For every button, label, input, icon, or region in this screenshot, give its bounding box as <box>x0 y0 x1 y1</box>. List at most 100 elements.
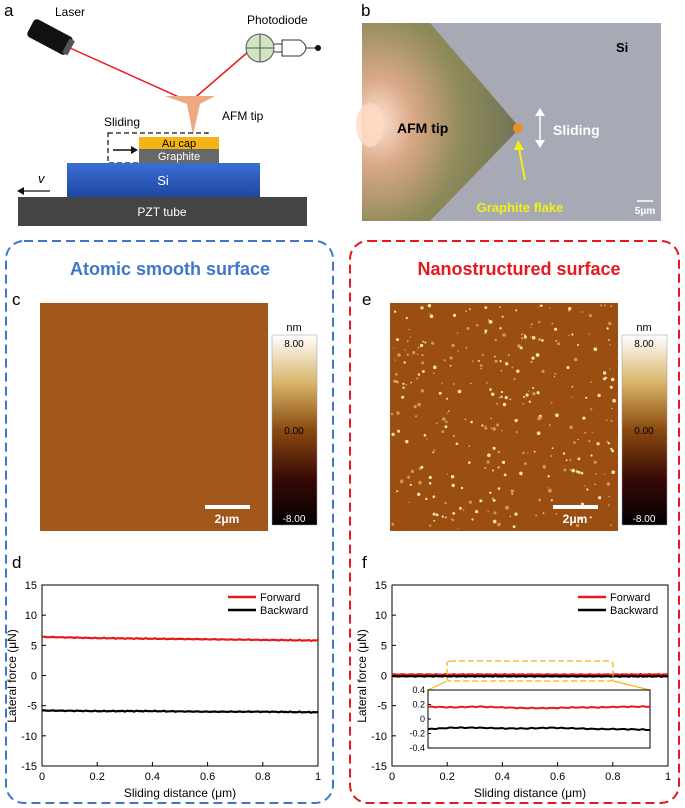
nano-dot <box>486 460 490 464</box>
y-tick-label: 10 <box>375 610 387 622</box>
nano-dot <box>444 501 447 505</box>
nano-dot <box>573 357 578 362</box>
left-group-title: Atomic smooth surface <box>70 259 270 279</box>
nano-dot <box>594 472 597 475</box>
nano-dot <box>513 378 516 380</box>
nano-dot <box>425 497 428 501</box>
nano-dot <box>603 304 606 307</box>
nano-dot <box>416 353 419 356</box>
si-substrate <box>67 163 260 197</box>
nano-dot <box>547 475 550 478</box>
series-line-forward <box>41 635 319 643</box>
nano-dot <box>538 306 540 308</box>
nano-dot <box>501 429 503 432</box>
nano-dot <box>522 451 525 455</box>
nano-dot <box>457 350 459 352</box>
nano-dot <box>538 338 542 341</box>
nano-dot <box>451 483 455 488</box>
nano-dot <box>441 515 444 518</box>
nano-dot <box>432 495 436 499</box>
nano-dot <box>488 320 493 324</box>
nano-dot <box>602 371 607 375</box>
nano-dot <box>520 337 524 340</box>
y-tick-label: 10 <box>25 610 37 622</box>
nano-dot <box>519 471 523 476</box>
nano-dot <box>490 417 492 420</box>
inset-y-tick-label: 0.2 <box>412 700 425 710</box>
nano-dot <box>580 502 585 506</box>
nano-dot <box>413 405 417 409</box>
nano-dot <box>420 343 424 348</box>
nano-dot <box>420 465 424 469</box>
nano-dot <box>549 424 551 426</box>
colorbar-tick-c-top: 8.00 <box>284 339 304 350</box>
nano-dot <box>397 353 401 357</box>
photodiode-label: Photodiode <box>247 13 308 27</box>
nano-dot <box>554 372 557 375</box>
nano-dot <box>421 353 424 357</box>
nano-dot <box>397 429 401 433</box>
nano-dot <box>607 338 611 342</box>
series-line-backward <box>41 709 319 714</box>
nano-dot <box>612 398 616 403</box>
nano-dot <box>409 483 412 486</box>
nano-dot <box>460 486 464 490</box>
nano-dot <box>435 513 439 517</box>
nano-dot <box>582 416 586 420</box>
nano-dot <box>498 397 500 399</box>
nano-dot <box>421 361 425 365</box>
nano-dot <box>497 487 501 490</box>
nano-dot <box>492 469 495 472</box>
nano-dot <box>553 376 556 378</box>
nano-dot <box>528 390 530 392</box>
nano-dot <box>542 512 545 514</box>
nano-dot <box>468 500 472 504</box>
nano-dot <box>571 468 575 473</box>
nano-dot <box>589 516 592 519</box>
nano-dot <box>477 359 480 362</box>
x-ticks-f: 0 0.2 0.4 0.6 0.8 1 <box>389 762 671 783</box>
au-cap-label: Au cap <box>162 138 196 150</box>
nano-dot <box>441 417 446 421</box>
x-ticks-d: 0 0.2 0.4 0.6 0.8 1 <box>39 762 321 783</box>
series-line-backward <box>391 674 669 678</box>
afm-map-nano <box>390 303 618 531</box>
inset-backward-line <box>427 726 650 731</box>
panel-letter-a: a <box>4 1 14 20</box>
nano-dot <box>497 450 501 454</box>
nano-dot <box>449 356 453 360</box>
nano-dot <box>523 396 525 398</box>
nano-dot <box>499 306 501 308</box>
nano-dot <box>450 475 455 479</box>
nano-dot <box>405 383 408 386</box>
right-group-box <box>349 240 680 804</box>
inset-forward-line <box>427 705 651 710</box>
colorbar-unit-c: nm <box>286 322 301 334</box>
nano-dot <box>500 370 503 372</box>
y-tick-label: -15 <box>21 761 37 773</box>
au-cap-layer <box>139 137 219 149</box>
nano-dot <box>611 407 613 410</box>
legend-label-backward-f: Backward <box>610 605 658 617</box>
nano-dot <box>607 442 610 445</box>
nano-dot <box>608 495 610 497</box>
nano-dot <box>492 519 497 524</box>
nano-dot <box>548 488 552 493</box>
nano-dot <box>465 310 467 312</box>
nano-dot <box>462 509 465 511</box>
nano-dot <box>606 440 609 443</box>
nano-dot <box>422 370 425 373</box>
nano-dot <box>426 438 428 440</box>
nano-dot <box>410 469 414 473</box>
nano-dot <box>403 361 406 364</box>
nano-dot <box>487 453 491 458</box>
nano-dot <box>441 382 443 385</box>
nano-dot <box>502 402 507 407</box>
nano-dot <box>393 310 397 313</box>
nano-dot <box>438 391 442 395</box>
nano-dot <box>573 441 576 444</box>
nano-dot <box>551 322 553 325</box>
nano-dot <box>470 420 473 424</box>
nano-dot <box>449 364 452 367</box>
